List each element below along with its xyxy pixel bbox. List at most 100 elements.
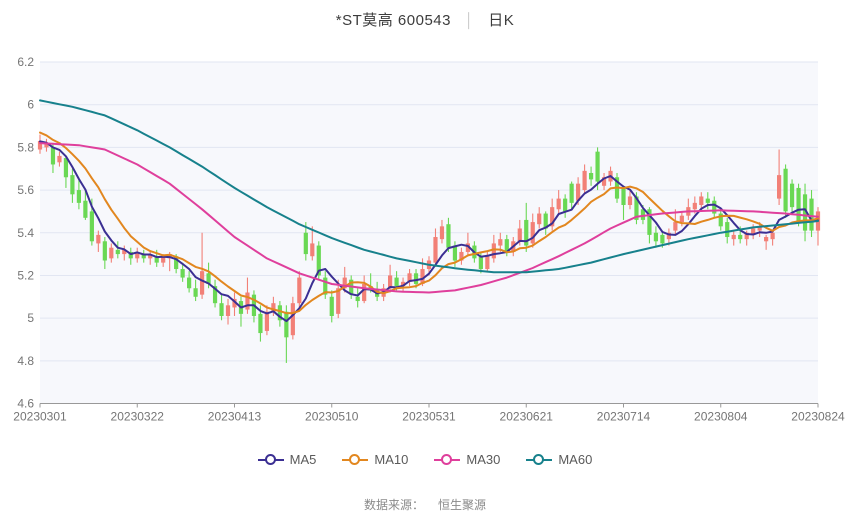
ma-legend: MA5 MA10 MA30 MA60 xyxy=(0,452,850,467)
candle-down xyxy=(329,296,334,316)
candle-up xyxy=(692,202,697,210)
x-axis-tick-label: 20230510 xyxy=(305,410,359,424)
candle-up xyxy=(342,277,347,289)
candle-down xyxy=(212,286,218,304)
candle-down xyxy=(725,222,730,238)
candle-up xyxy=(161,256,166,263)
x-axis-tick-label: 20230804 xyxy=(694,410,748,424)
candle-down xyxy=(187,277,192,289)
legend-item-ma10[interactable]: MA10 xyxy=(342,452,408,467)
legend-marker-ma30-icon xyxy=(434,453,461,467)
x-axis-tick-label: 20230322 xyxy=(111,410,165,424)
candle-up xyxy=(362,283,367,302)
candle-up xyxy=(556,198,561,210)
candle-down xyxy=(355,296,360,302)
y-axis-tick-label: 6 xyxy=(27,98,34,112)
y-axis-tick-label: 5.8 xyxy=(17,140,34,154)
ma60-line xyxy=(39,99,819,274)
candle-up xyxy=(459,251,464,261)
data-source-label: 数据来源： xyxy=(363,498,424,512)
y-axis-tick-label: 5 xyxy=(27,311,34,325)
candle-up xyxy=(148,254,153,259)
y-axis-tick-label: 4.8 xyxy=(17,354,34,368)
y-axis-tick-label: 5.6 xyxy=(17,183,34,197)
candle-down xyxy=(478,256,483,270)
y-axis-tick-label: 5.4 xyxy=(17,226,34,240)
candle-up xyxy=(777,175,782,199)
candle-up xyxy=(757,226,762,231)
ma30-line xyxy=(39,142,819,294)
candle-up xyxy=(627,196,633,206)
x-axis-tick-label: 20230301 xyxy=(13,410,67,424)
ma10-line xyxy=(39,131,819,315)
candle-down xyxy=(284,311,289,338)
legend-item-ma5[interactable]: MA5 xyxy=(257,452,317,467)
candle-up xyxy=(530,222,535,244)
candle-down xyxy=(89,211,94,242)
candle-down xyxy=(452,245,458,261)
candle-down xyxy=(141,254,146,259)
candle-down xyxy=(50,147,56,165)
candle-down xyxy=(563,198,568,212)
candle-up xyxy=(245,292,250,310)
stock-name: *ST莫高 600543 xyxy=(335,12,451,29)
candle-down xyxy=(789,183,795,208)
legend-label: MA60 xyxy=(558,452,593,467)
candle-up xyxy=(744,232,749,240)
candle-down xyxy=(524,219,529,246)
candle-down xyxy=(154,256,159,263)
y-axis-tick-label: 4.6 xyxy=(17,397,34,411)
candle-up xyxy=(751,228,756,235)
candle-up xyxy=(96,234,101,244)
candle-down xyxy=(180,269,185,278)
candle-down xyxy=(277,305,282,321)
candle-up xyxy=(57,155,62,163)
candle-down xyxy=(316,245,321,276)
candle-up xyxy=(433,237,438,263)
candle-up xyxy=(601,177,607,186)
candle-up xyxy=(465,243,470,252)
candle-up xyxy=(498,239,503,246)
candle-up xyxy=(388,275,393,289)
chart-type-label: 日K xyxy=(488,12,515,29)
candle-down xyxy=(783,168,788,212)
data-source: 数据来源： 恒生聚源 xyxy=(0,496,850,513)
candle-down xyxy=(115,249,120,255)
candle-down xyxy=(303,232,308,255)
candle-up xyxy=(679,215,684,223)
title-separator: │ xyxy=(464,12,475,28)
candle-down xyxy=(258,313,263,334)
legend-label: MA5 xyxy=(289,452,317,467)
candle-up xyxy=(271,303,276,312)
candle-down xyxy=(83,200,88,218)
data-source-value: 恒生聚源 xyxy=(438,498,487,512)
candle-up xyxy=(491,243,496,259)
candle-up xyxy=(537,213,542,225)
candle-down xyxy=(193,288,198,297)
candle-down xyxy=(504,239,509,252)
candle-up xyxy=(550,207,555,227)
x-axis-tick-label: 20230413 xyxy=(208,410,262,424)
candle-down xyxy=(712,200,717,214)
candle-down xyxy=(70,175,75,195)
page-title: *ST莫高 600543 │ 日K xyxy=(0,9,850,30)
candle-down xyxy=(796,187,801,223)
candle-down xyxy=(738,234,743,240)
y-axis-tick-label: 5.2 xyxy=(17,268,34,282)
candle-up xyxy=(310,243,315,257)
legend-label: MA10 xyxy=(374,452,409,467)
legend-item-ma30[interactable]: MA30 xyxy=(434,452,500,467)
candle-down xyxy=(647,209,652,235)
candle-up xyxy=(673,222,678,231)
candle-down xyxy=(653,232,659,242)
candle-down xyxy=(219,303,224,316)
legend-marker-ma5-icon xyxy=(257,453,284,467)
candle-up xyxy=(666,232,671,240)
candle-up xyxy=(37,140,43,150)
candle-down xyxy=(413,273,419,284)
candle-up xyxy=(199,271,205,295)
legend-item-ma60[interactable]: MA60 xyxy=(526,452,592,467)
candle-up xyxy=(135,251,140,259)
